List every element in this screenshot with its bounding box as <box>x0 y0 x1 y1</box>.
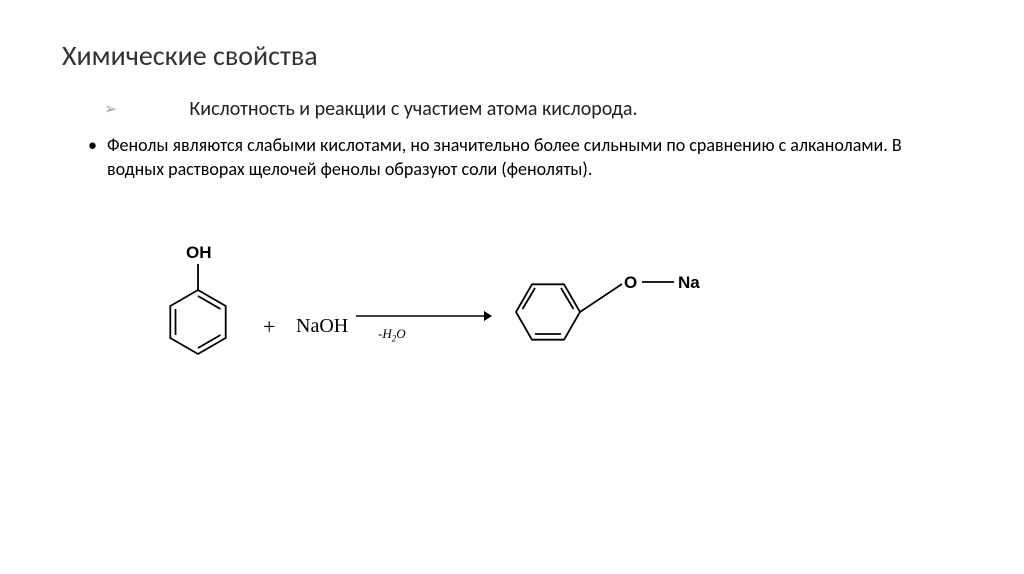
byproduct-label: -H2O <box>378 326 406 344</box>
subheading-row: ➢ Кислотность и реакции с участием атома… <box>104 97 962 121</box>
body-row: • Фенолы являются слабыми кислотами, но … <box>88 133 962 182</box>
slide-title: Химические свойства <box>62 38 962 73</box>
label-na: Na <box>678 273 700 292</box>
subheading-text: Кислотность и реакции с участием атома к… <box>189 97 637 121</box>
reagent-naoh: NaOH <box>296 315 348 338</box>
reactant-phenol: OH <box>138 222 258 387</box>
label-o: O <box>624 273 637 292</box>
reaction-scheme: OH + NaOH -H2O O Na <box>118 222 962 422</box>
arrow-bullet-icon: ➢ <box>104 99 117 119</box>
product-phenolate: O Na <box>488 232 708 397</box>
dot-bullet-icon: • <box>88 133 97 157</box>
reaction-arrow-icon <box>356 308 492 324</box>
body-text: Фенолы являются слабыми кислотами, но зн… <box>107 133 962 182</box>
label-oh: OH <box>186 243 212 262</box>
plus-symbol: + <box>263 314 275 340</box>
